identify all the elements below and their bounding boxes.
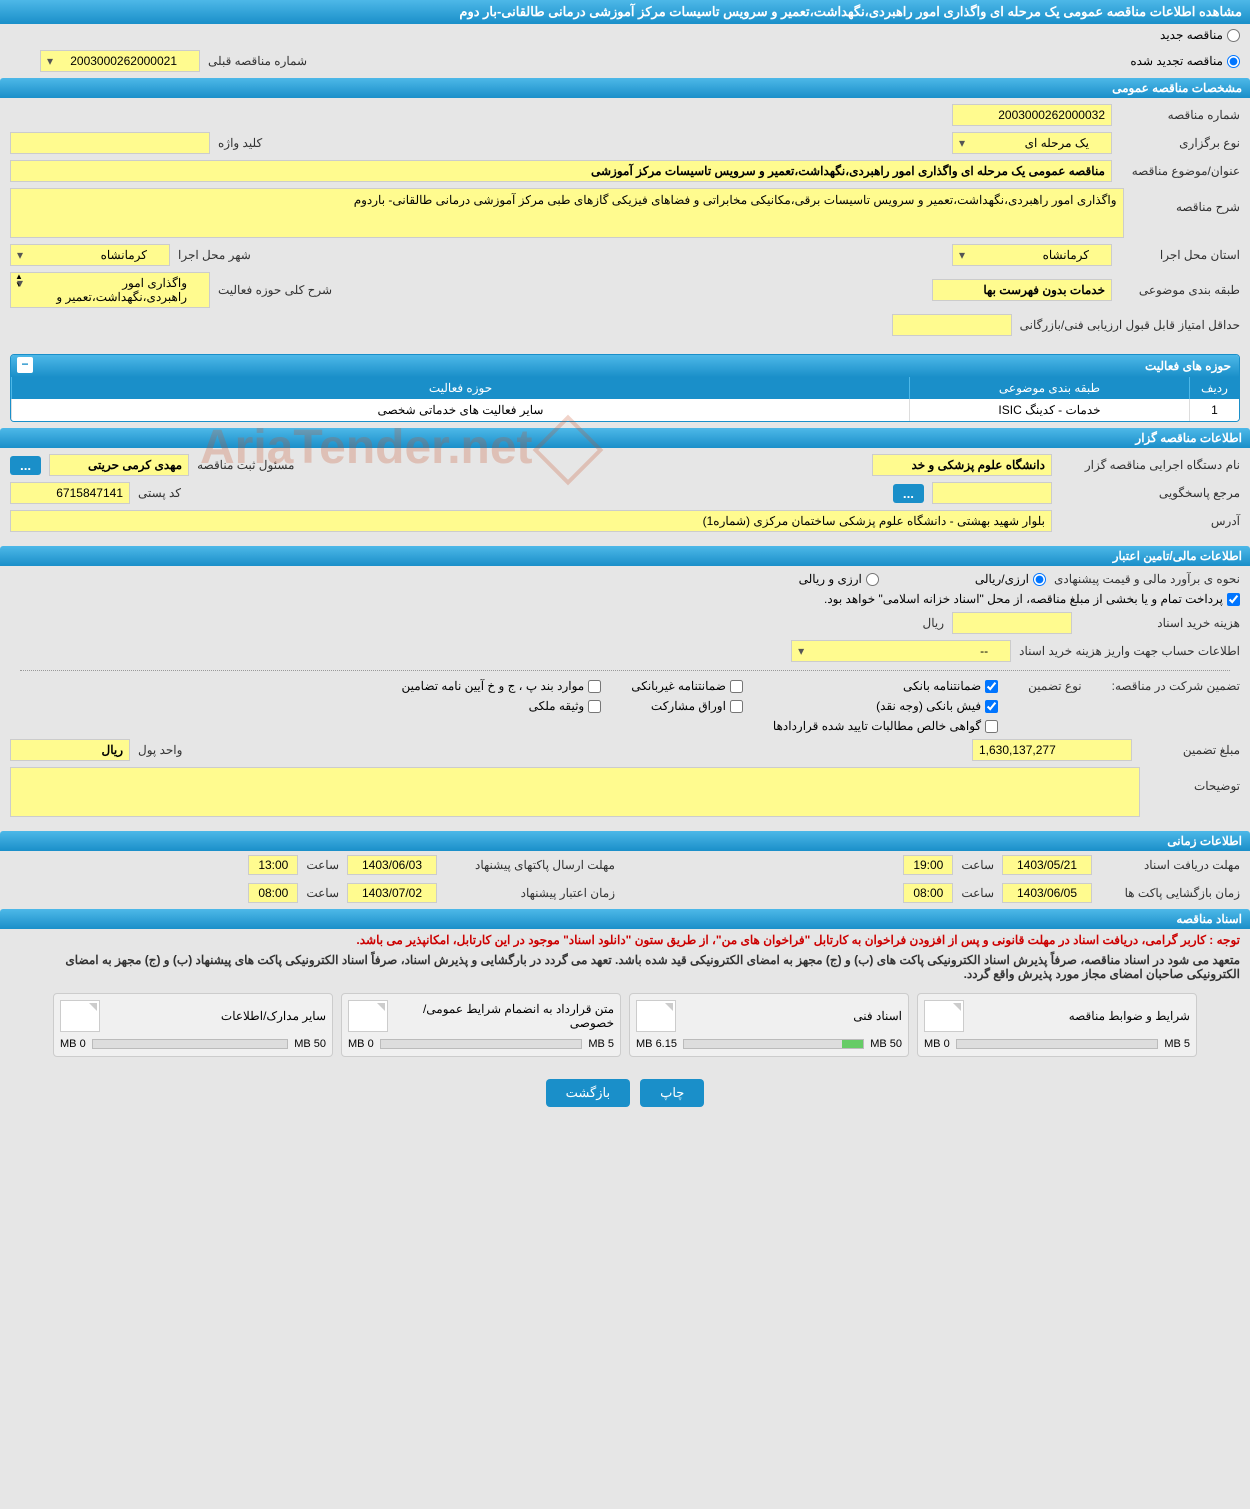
keyword-field[interactable] [10,132,210,154]
renewed-tender-radio[interactable] [1227,55,1240,68]
foreign-rial-radio[interactable] [866,573,879,586]
prev-tender-label: شماره مناقصه قبلی [208,54,307,68]
doc-deadline-label: مهلت دریافت اسناد [1100,858,1240,872]
address-label: آدرس [1060,514,1240,528]
tender-no-field: 2003000262000032 [952,104,1112,126]
prev-tender-select[interactable]: 2003000262000021 [40,50,200,72]
folder-icon [60,1000,100,1032]
collapse-icon[interactable]: − [17,357,33,373]
subject-field: مناقصه عمومی یک مرحله ای واگذاری امور را… [10,160,1112,182]
validity-date: 1403/07/02 [347,883,437,903]
section-timing: اطلاعات زمانی [0,831,1250,851]
doc-card: متن قرارداد به انضمام شرایط عمومی/خصوصی … [341,993,621,1057]
holding-type-select[interactable]: یک مرحله ای [952,132,1112,154]
desc-field: واگذاری امور راهبردی،نگهداشت،تعمیر و سرو… [10,188,1124,238]
col-num: ردیف [1189,377,1239,399]
activity-scope-label: شرح کلی حوزه فعالیت [218,283,332,297]
province-select[interactable]: کرمانشاه [952,244,1112,266]
folder-icon [636,1000,676,1032]
guarantee-amount-field: 1,630,137,277 [972,739,1132,761]
reg-officer-label: مسئول ثبت مناقصه [197,458,294,472]
folder-icon [348,1000,388,1032]
reg-officer-lookup-button[interactable]: ... [10,456,41,475]
notes-field[interactable] [10,767,1140,817]
doc-card: شرایط و ضوابط مناقصه 5 MB 0 MB [917,993,1197,1057]
doc-card: اسناد فنی 50 MB 6.15 MB [629,993,909,1057]
back-button[interactable]: بازگشت [546,1079,630,1107]
payment-note-checkbox[interactable] [1227,593,1240,606]
category-field: خدمات بدون فهرست بها [932,279,1112,301]
currency-unit-label: واحد پول [138,743,182,757]
guarantee-amount-label: مبلغ تضمین [1140,743,1240,757]
reg-officer-field: مهدی کرمی حریتی [49,454,189,476]
receivables-checkbox[interactable] [985,720,998,733]
property-checkbox[interactable] [588,700,601,713]
min-score-field[interactable] [892,314,1012,336]
doc-deadline-time: 19:00 [903,855,953,875]
exec-name-label: نام دستگاه اجرایی مناقصه گزار [1060,458,1240,472]
nonbank-guarantee-checkbox[interactable] [730,680,743,693]
doc-deadline-date: 1403/05/21 [1002,855,1092,875]
tender-no-label: شماره مناقصه [1120,108,1240,122]
notes-label: توضیحات [1148,767,1240,793]
account-label: اطلاعات حساب جهت واریز هزینه خرید اسناد [1019,644,1240,658]
folder-icon [924,1000,964,1032]
province-label: استان محل اجرا [1120,248,1240,262]
city-label: شهر محل اجرا [178,248,251,262]
bank-receipt-checkbox[interactable] [985,700,998,713]
subject-label: عنوان/موضوع مناقصه [1120,164,1240,178]
rial-radio[interactable] [1033,573,1046,586]
estimate-label: نحوه ی برآورد مالی و قیمت پیشنهادی [1054,572,1240,586]
responder-label: مرجع پاسخگویی [1060,486,1240,500]
activity-scope-select[interactable]: واگذاری امور راهبردی،نگهداشت،تعمیر و ▲▼ [10,272,210,308]
section-organizer: اطلاعات مناقصه گزار [0,428,1250,448]
validity-label: زمان اعتبار پیشنهاد [445,886,615,900]
guarantee-label: تضمین شرکت در مناقصه: [1112,679,1240,693]
new-tender-label: مناقصه جدید [1160,28,1223,42]
postal-label: کد پستی [138,486,181,500]
currency-unit-field: ریال [10,739,130,761]
holding-type-label: نوع برگزاری [1120,136,1240,150]
section-documents: اسناد مناقصه [0,909,1250,929]
min-score-label: حداقل امتیاز قابل قبول ارزیابی فنی/بازرگ… [1020,318,1240,332]
opening-label: زمان بازگشایی پاکت ها [1100,886,1240,900]
page-title: مشاهده اطلاعات مناقصه عمومی یک مرحله ای … [459,4,1242,19]
activity-table-header: حوزه های فعالیت − [11,355,1239,377]
print-button[interactable]: چاپ [640,1079,704,1107]
desc-label: شرح مناقصه [1132,188,1241,214]
renewed-tender-label: مناقصه تجدید شده [1130,54,1223,68]
col-activity: حوزه فعالیت [11,377,909,399]
account-select[interactable]: -- [791,640,1011,662]
doc-price-field[interactable] [952,612,1072,634]
bonds-checkbox[interactable] [730,700,743,713]
validity-time: 08:00 [248,883,298,903]
bank-guarantee-checkbox[interactable] [985,680,998,693]
opening-time: 08:00 [903,883,953,903]
col-category: طبقه بندی موضوعی [909,377,1189,399]
doc-price-label: هزینه خرید اسناد [1080,616,1240,630]
proposal-deadline-date: 1403/06/03 [347,855,437,875]
new-tender-radio[interactable] [1227,29,1240,42]
doc-card: سایر مدارک/اطلاعات 50 MB 0 MB [53,993,333,1057]
bylaw-checkbox[interactable] [588,680,601,693]
responder-lookup-button[interactable]: ... [893,484,924,503]
page-header: مشاهده اطلاعات مناقصه عمومی یک مرحله ای … [0,0,1250,24]
postal-field: 6715847141 [10,482,130,504]
keyword-label: کلید واژه [218,136,262,150]
opening-date: 1403/06/05 [1002,883,1092,903]
category-label: طبقه بندی موضوعی [1120,283,1240,297]
proposal-deadline-time: 13:00 [248,855,298,875]
section-financial: اطلاعات مالی/تامین اعتبار [0,546,1250,566]
guarantee-type-label: نوع تضمین [1028,679,1081,693]
table-row: 1 خدمات - کدینگ ISIC سایر فعالیت های خدم… [11,399,1239,421]
city-select[interactable]: کرمانشاه [10,244,170,266]
section-general: مشخصات مناقصه عمومی [0,78,1250,98]
notice-black: متعهد می شود در اسناد مناقصه، صرفاً پذیر… [0,951,1250,983]
exec-name-field: دانشگاه علوم پزشکی و خد [872,454,1052,476]
notice-red: توجه : کاربر گرامی، دریافت اسناد در مهلت… [0,929,1250,951]
proposal-deadline-label: مهلت ارسال پاکتهای پیشنهاد [445,858,615,872]
address-field: بلوار شهید بهشتی - دانشگاه علوم پزشکی سا… [10,510,1052,532]
responder-field[interactable] [932,482,1052,504]
